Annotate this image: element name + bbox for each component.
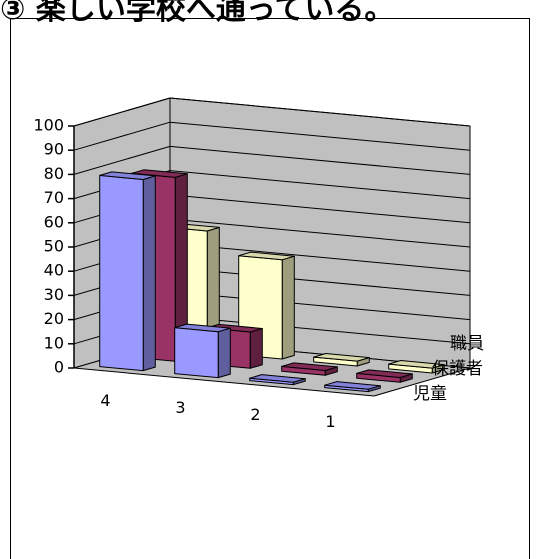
category-label: 3 — [175, 398, 185, 417]
y-tick-label: 30 — [44, 285, 64, 304]
bar — [356, 369, 413, 383]
gridline — [169, 170, 471, 200]
bar-top — [174, 323, 231, 333]
page-title: ③ 楽しい学校へ通っている。 — [0, 0, 395, 24]
bar-front — [174, 327, 219, 379]
y-tick-label: 40 — [44, 261, 64, 280]
bar-top — [313, 353, 370, 362]
category-label: 4 — [100, 391, 110, 410]
series-label: 保護者 — [432, 359, 483, 379]
bar-top — [131, 169, 188, 178]
bar-top — [99, 171, 156, 180]
y-tick-label: 60 — [44, 212, 64, 231]
gridline — [169, 194, 471, 224]
gridline — [169, 315, 471, 345]
y-tick-label: 10 — [44, 333, 64, 352]
gridline — [169, 291, 471, 321]
gridline — [73, 97, 171, 127]
chart-3d-bar: 0 10 20 30 40 50 60 70 80 90 100 4 3 2 1 児童 保護者 職員 — [33, 97, 484, 432]
series-label: 児童 — [413, 384, 447, 404]
y-tick-label: 90 — [44, 140, 64, 159]
bar — [324, 381, 381, 393]
bar-side — [249, 328, 263, 369]
bar-front — [99, 174, 144, 372]
bar-top — [281, 362, 338, 371]
y-tick-label: 20 — [44, 309, 64, 328]
chart-bars — [99, 169, 445, 393]
y-tick-label: 100 — [33, 116, 64, 135]
bar-top — [238, 251, 295, 261]
bar-side — [281, 255, 295, 360]
category-label: 1 — [325, 412, 335, 431]
gridline — [169, 242, 471, 272]
bar — [99, 171, 156, 372]
bar — [313, 353, 370, 367]
gridline — [169, 218, 471, 248]
bar-top — [356, 369, 413, 378]
y-tick-label: 70 — [44, 188, 64, 207]
bar-top — [324, 381, 381, 390]
bar-top — [388, 360, 445, 369]
series-label: 職員 — [450, 334, 484, 354]
y-tick-label: 50 — [44, 237, 64, 256]
gridline — [169, 97, 471, 127]
bar-side — [217, 327, 231, 379]
chart-frame — [10, 18, 530, 559]
bar — [174, 323, 231, 379]
gridline — [169, 121, 471, 151]
category-label: 2 — [250, 405, 260, 424]
gridline — [73, 121, 171, 151]
bar-top — [249, 374, 306, 383]
y-tick-label: 80 — [44, 164, 64, 183]
y-tick-label: 0 — [54, 358, 64, 377]
bar — [281, 362, 338, 376]
gridline — [73, 145, 171, 175]
bar — [249, 374, 306, 386]
gridline — [169, 145, 471, 175]
chart-labels: 0 10 20 30 40 50 60 70 80 90 100 4 3 2 1 児童 保護者 職員 — [33, 116, 484, 432]
bar-side — [142, 175, 156, 372]
bar — [388, 360, 445, 374]
gridline — [169, 266, 471, 296]
bar-top — [206, 323, 263, 333]
